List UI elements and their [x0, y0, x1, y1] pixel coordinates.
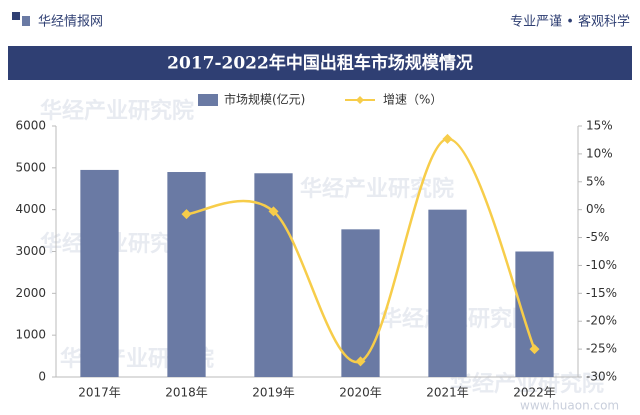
legend-label: 增速（%）: [383, 93, 442, 107]
logo: [12, 12, 20, 20]
logo: [22, 16, 30, 26]
bar: [80, 169, 119, 377]
slogan: 专业严谨 • 客观科学: [510, 14, 630, 30]
watermark: 华经产业研究院: [40, 98, 194, 124]
bar: [515, 251, 554, 377]
y2-tick-label: -15%: [586, 286, 617, 300]
line-marker: [268, 206, 279, 217]
y2-tick-label: -5%: [586, 230, 609, 244]
x-tick-label: 2019年: [252, 386, 295, 400]
line-marker: [181, 209, 192, 220]
legend-label: 市场规模(亿元): [224, 92, 305, 107]
chart-title: 2017-2022年中国出租车市场规模情况: [167, 53, 473, 74]
line-marker: [442, 133, 453, 144]
line-marker: [355, 356, 366, 367]
bar: [167, 172, 206, 377]
y2-tick-label: -25%: [586, 342, 617, 356]
title-band: [8, 46, 632, 80]
bar: [341, 229, 380, 377]
bar: [428, 209, 467, 377]
line: [186, 137, 536, 364]
y-tick-label: 6000: [15, 119, 46, 133]
y2-tick-label: 5%: [586, 174, 605, 188]
y-tick-label: 5000: [15, 160, 46, 174]
legend-swatch: [198, 94, 218, 106]
x-tick-label: 2017年: [78, 386, 121, 400]
y2-tick-label: -30%: [586, 370, 617, 384]
y-tick-label: 4000: [15, 202, 46, 216]
y2-tick-label: 0%: [586, 202, 605, 216]
y-tick-label: 3000: [15, 244, 46, 258]
footer: www.huaon.com: [520, 399, 619, 413]
watermark: 华经产业研究院: [300, 176, 454, 202]
y-tick-label: 2000: [15, 286, 46, 300]
legend-swatch: [356, 96, 364, 104]
brand: 华经情报网: [38, 15, 103, 30]
y2-tick-label: 10%: [586, 146, 613, 160]
x-tick-label: 2018年: [165, 386, 208, 400]
y-tick-label: 0: [38, 370, 46, 384]
x-tick-label: 2021年: [426, 386, 469, 400]
x-tick-label: 2020年: [339, 386, 382, 400]
y-tick-label: 1000: [15, 328, 46, 342]
y2-tick-label: 15%: [586, 119, 613, 133]
line-marker: [529, 344, 540, 355]
x-tick-label: 2022年: [513, 386, 556, 400]
y2-tick-label: -10%: [586, 258, 617, 272]
y2-tick-label: -20%: [586, 314, 617, 328]
